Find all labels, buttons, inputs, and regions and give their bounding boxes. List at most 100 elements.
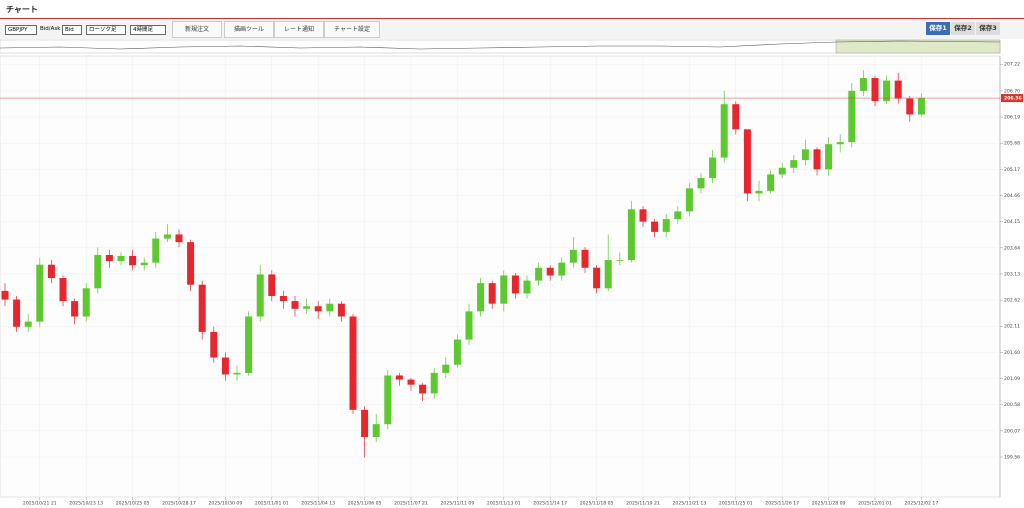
candle-body: [349, 316, 357, 410]
y-tick-label: 200.58: [1004, 402, 1020, 408]
candle-body: [593, 267, 601, 289]
candle-body: [813, 149, 821, 170]
candle-body: [662, 219, 670, 232]
candle-body: [639, 209, 647, 222]
candle-body: [245, 316, 253, 373]
candle-body: [256, 274, 264, 317]
candle-body: [326, 303, 334, 312]
save-button[interactable]: 保存2: [951, 22, 975, 35]
save-button[interactable]: 保存1: [926, 22, 950, 35]
label: Bid/Ask: [40, 26, 61, 32]
candle-body: [384, 375, 392, 425]
x-tick-label: 2025/11/07 21: [394, 501, 428, 507]
y-tick-label: 205.17: [1004, 167, 1020, 173]
candle-body: [442, 364, 450, 373]
candle-body: [616, 260, 624, 261]
x-tick-label: 2025/11/25 01: [719, 501, 753, 507]
plot-area: [0, 55, 1001, 498]
candle-body: [558, 262, 566, 276]
candle-body: [697, 178, 705, 189]
symbol-select[interactable]: GBPJPY: [5, 25, 37, 35]
x-tick-label: 2025/11/11 09: [441, 501, 475, 507]
candle-body: [407, 379, 415, 385]
candle-body: [465, 311, 473, 340]
candle-body: [71, 301, 79, 317]
navigator: [0, 39, 1001, 54]
x-tick-label: 2025/11/18 05: [580, 501, 614, 507]
candle-body: [546, 267, 554, 276]
candle-body: [917, 98, 925, 115]
header: チャート: [0, 0, 1024, 19]
candle-body: [117, 255, 125, 262]
candle-body: [790, 160, 798, 168]
candle-body: [59, 278, 67, 302]
y-tick-label: 202.11: [1004, 324, 1020, 330]
candle-body: [523, 280, 531, 294]
candle-body: [836, 142, 844, 145]
candle-body: [627, 209, 635, 261]
candle-body: [140, 262, 148, 266]
candle-body: [395, 375, 403, 380]
x-tick-label: 2025/11/28 09: [812, 501, 846, 507]
candle-body: [511, 275, 519, 294]
candle-body: [337, 303, 345, 317]
navigator-line: [0, 40, 1001, 50]
candle-body: [778, 167, 786, 175]
current-price-label: 206.56: [1004, 96, 1022, 102]
candle-body: [825, 144, 833, 170]
timeframe-select[interactable]: 4時間足: [130, 25, 166, 35]
x-tick-label: 2025/10/21 21: [23, 501, 57, 507]
candle-body: [430, 372, 438, 394]
y-tick-label: 200.07: [1004, 428, 1020, 434]
navigator-window[interactable]: [835, 39, 1001, 54]
candle-body: [848, 90, 856, 143]
y-tick-label: 199.56: [1004, 455, 1020, 461]
candle-body: [163, 234, 171, 239]
candle-body: [47, 264, 55, 279]
candle-body: [268, 274, 276, 296]
drawing-tools-button[interactable]: 描画ツール: [224, 21, 274, 38]
x-tick-label: 2025/10/25 05: [116, 501, 150, 507]
candle-body: [720, 104, 728, 158]
x-tick-label: 2025/11/19 21: [626, 501, 660, 507]
y-tick-label: 204.66: [1004, 193, 1020, 199]
candle-body: [279, 295, 287, 302]
candle-body: [767, 174, 775, 191]
candle-body: [233, 372, 241, 375]
candle-body: [175, 234, 183, 243]
candle-body: [906, 98, 914, 115]
candle-body: [894, 80, 902, 99]
candle-body: [674, 211, 682, 220]
candle-body: [883, 80, 891, 102]
x-tick-label: 2025/11/06 05: [348, 501, 382, 507]
x-tick-label: 2025/11/21 13: [673, 501, 707, 507]
page-title: チャート: [6, 5, 38, 14]
candle-body: [604, 260, 612, 289]
y-tick-label: 201.60: [1004, 350, 1020, 356]
candle-body: [488, 283, 496, 304]
candle-body: [535, 267, 543, 281]
candle-body: [1, 290, 9, 300]
x-tick-label: 2025/10/30 09: [209, 501, 243, 507]
candle-body: [871, 78, 879, 102]
candle-body: [198, 284, 206, 332]
chart-settings-button[interactable]: チャート設定: [324, 21, 380, 38]
candle-body: [801, 149, 809, 161]
candle-body: [732, 104, 740, 130]
y-tick-label: 201.09: [1004, 376, 1020, 382]
price-type-select[interactable]: Bid: [62, 25, 82, 35]
candle-body: [105, 254, 113, 262]
y-tick-label: 203.13: [1004, 271, 1020, 277]
new-order-button[interactable]: 新規注文: [172, 21, 222, 38]
chart-style-select[interactable]: ローソク足: [86, 25, 126, 35]
candle-body: [129, 255, 137, 266]
candle-body: [291, 301, 299, 309]
x-tick-label: 2025/11/13 01: [487, 501, 521, 507]
candle-body: [94, 254, 102, 289]
candle-body: [419, 384, 427, 394]
y-tick-label: 203.64: [1004, 245, 1020, 251]
rate-alert-button[interactable]: レート通知: [274, 21, 324, 38]
toolbar: GBPJPY Bid/Ask Bid ローソク足 4時間足 新規注文 描画ツール…: [0, 19, 1024, 39]
save-button[interactable]: 保存3: [976, 22, 1000, 35]
